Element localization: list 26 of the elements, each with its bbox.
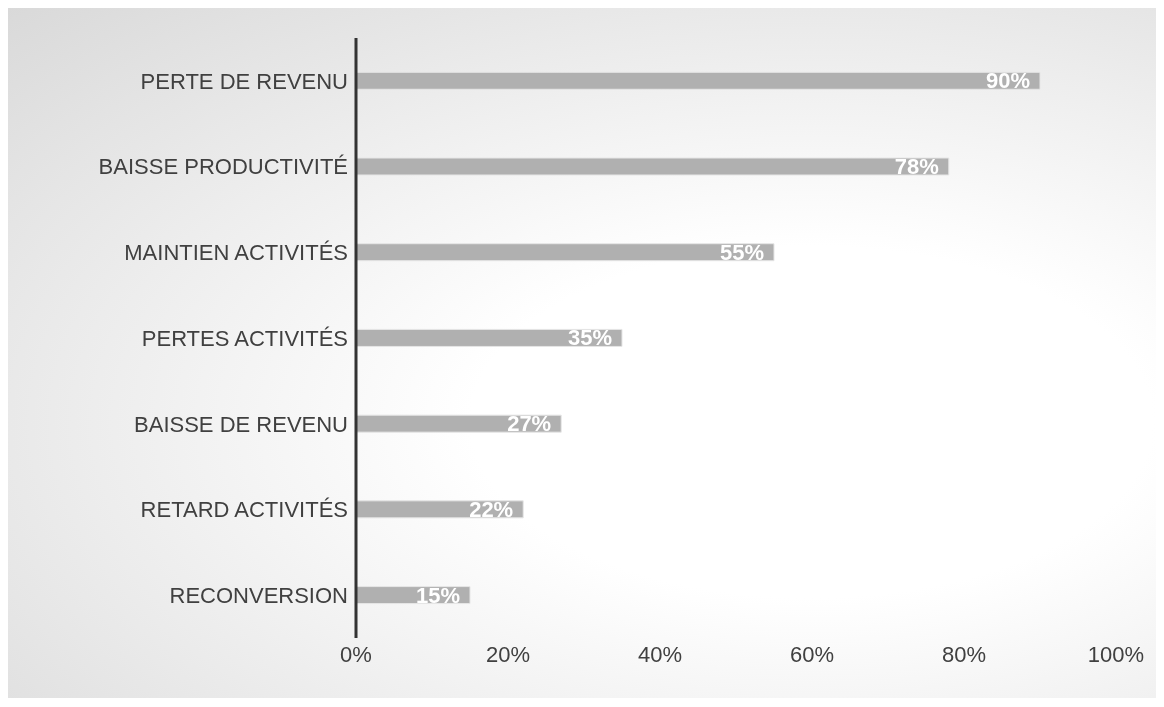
bar bbox=[356, 500, 524, 519]
data-label: 55% bbox=[719, 239, 764, 265]
bar bbox=[356, 157, 950, 176]
data-label: 22% bbox=[469, 496, 514, 522]
y-tick-label: BAISSE PRODUCTIVITÉ bbox=[98, 154, 348, 180]
data-label: 78% bbox=[894, 154, 939, 179]
x-tick-label: 100% bbox=[1087, 641, 1145, 667]
data-label: 90% bbox=[985, 68, 1030, 94]
data-label: 15% bbox=[415, 582, 460, 608]
y-tick-label: PERTES ACTIVITÉS bbox=[141, 325, 348, 351]
y-tick-label: MAINTIEN ACTIVITÉS bbox=[124, 240, 348, 266]
y-tick-label: BAISSE DE REVENU bbox=[134, 411, 348, 437]
bar bbox=[356, 243, 775, 262]
data-label: 35% bbox=[567, 325, 612, 351]
bar bbox=[356, 328, 623, 347]
x-tick-label: 40% bbox=[637, 641, 683, 667]
x-tick-label: 0% bbox=[340, 641, 372, 667]
y-tick-label: PERTE DE REVENU bbox=[140, 68, 348, 94]
y-tick-label: RECONVERSION bbox=[169, 582, 348, 608]
y-tick-label: RETARD ACTIVITÉS bbox=[140, 497, 348, 523]
x-tick-label: 20% bbox=[485, 641, 531, 667]
x-tick-label: 80% bbox=[941, 641, 987, 667]
bar bbox=[356, 414, 562, 433]
x-tick-label: 60% bbox=[789, 641, 835, 667]
data-label: 27% bbox=[507, 411, 552, 437]
bar bbox=[356, 71, 1041, 90]
